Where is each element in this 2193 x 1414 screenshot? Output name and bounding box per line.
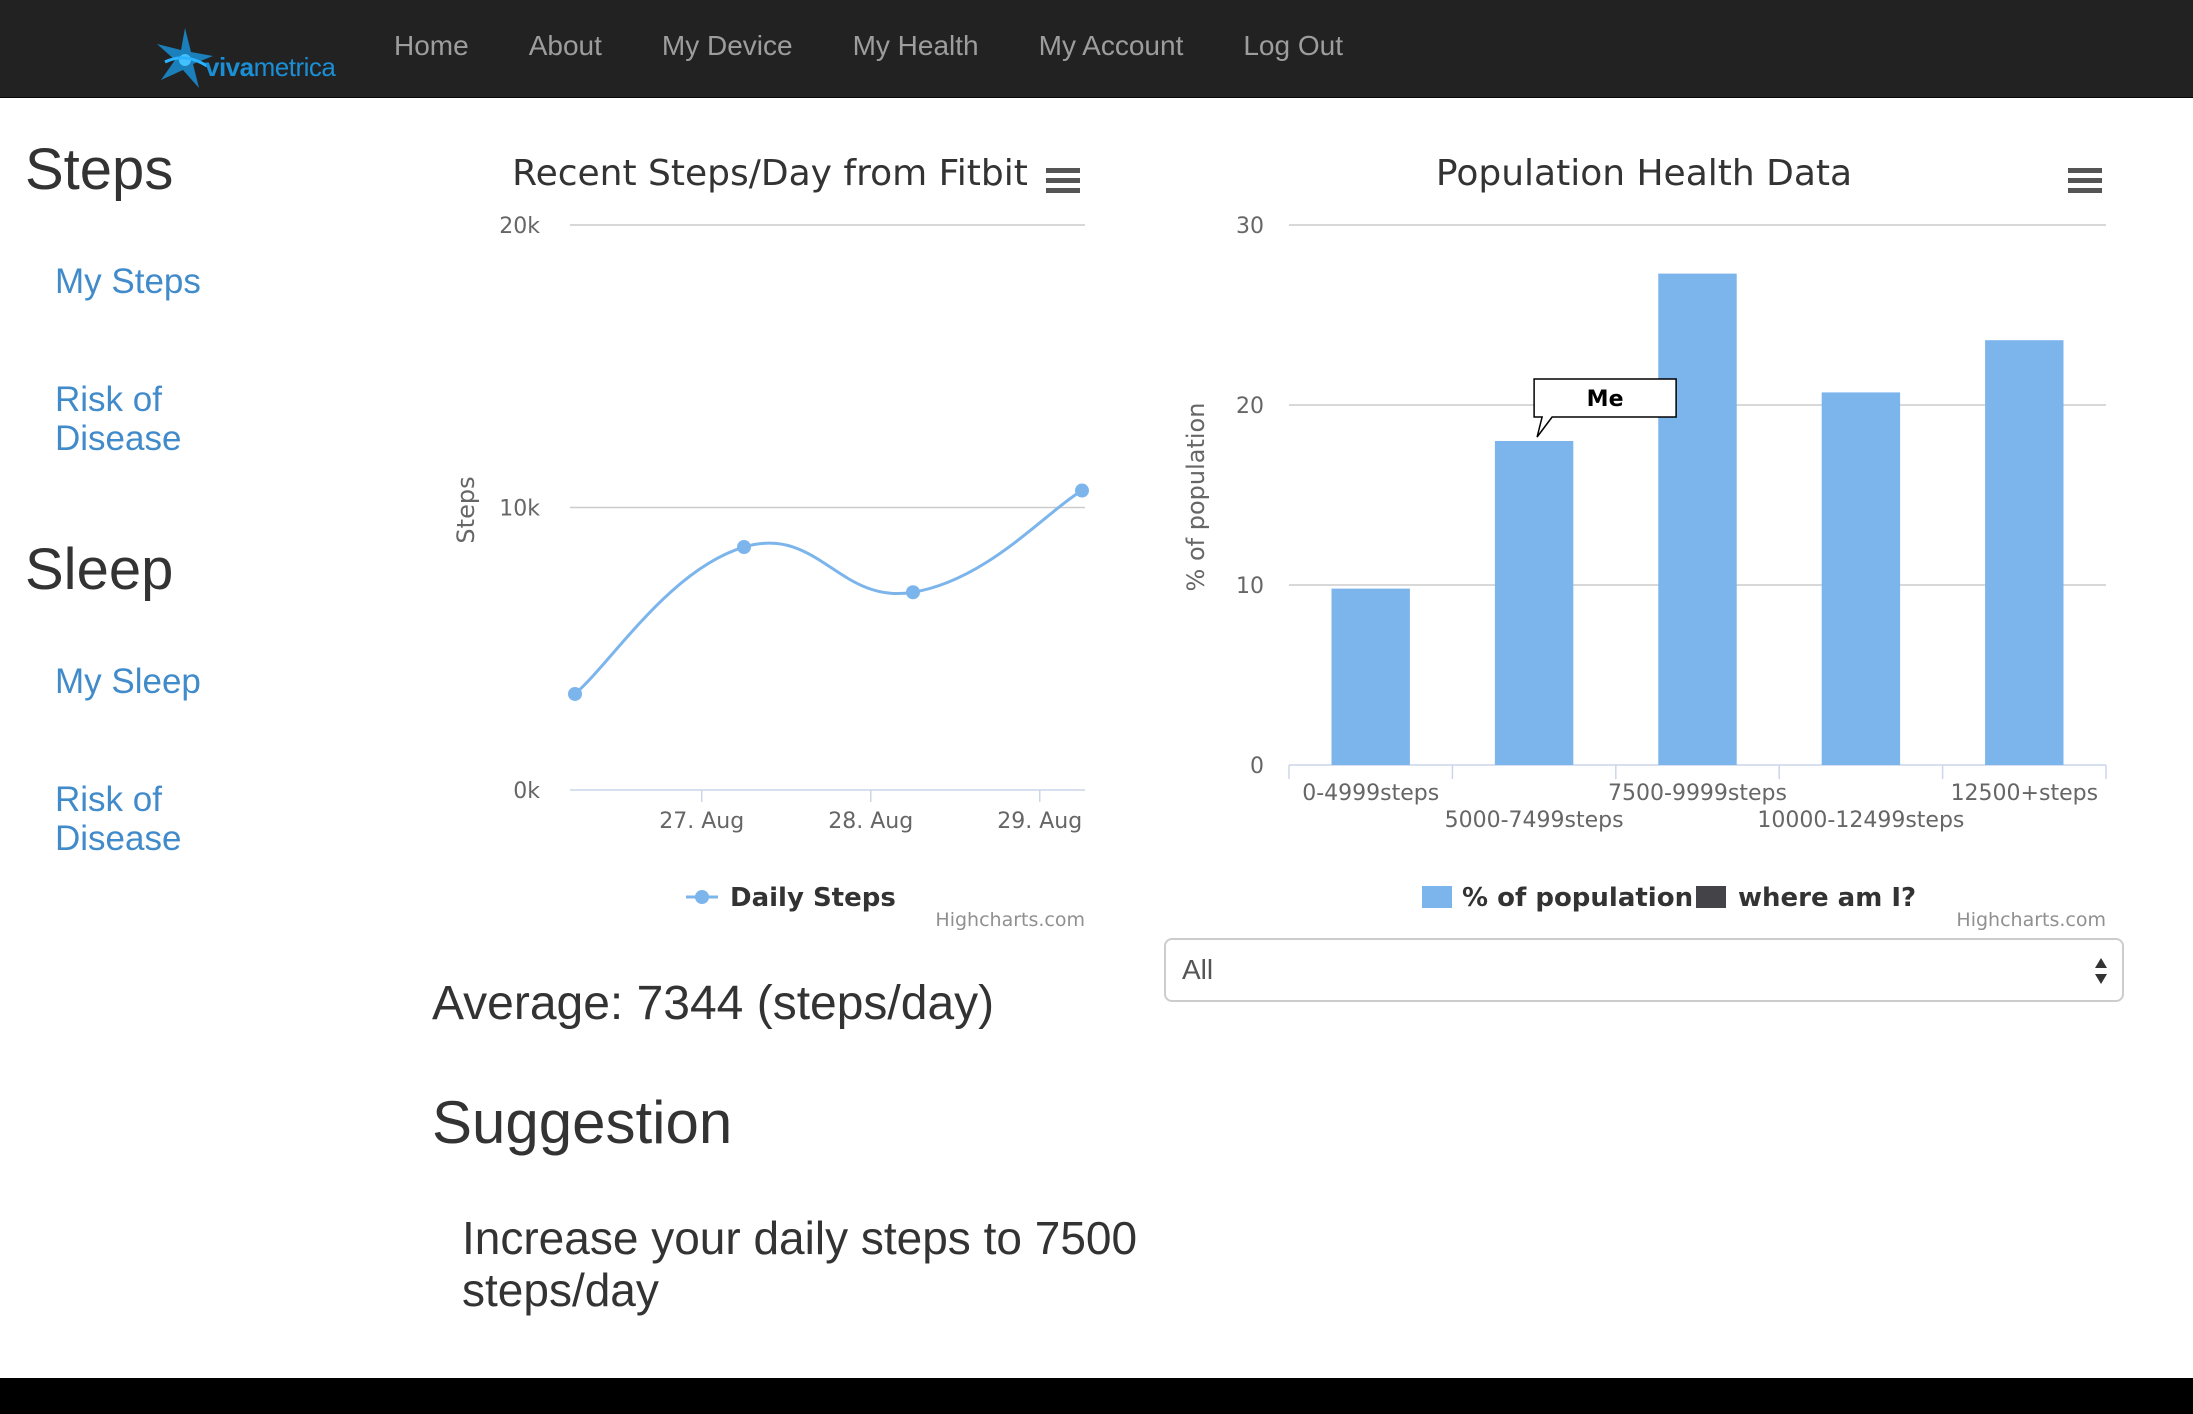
suggestion-text: Increase your daily steps to 7500 steps/… xyxy=(462,1212,1138,1316)
bar-chart-credits[interactable]: Highcharts.com xyxy=(1956,909,2106,931)
population-bar-chart: Population Health Data 0 10 20 30 % of popu… xyxy=(1164,140,2124,940)
bar-chart-x-tick-label: 0-4999steps xyxy=(1302,781,1439,806)
nav-about[interactable]: About xyxy=(528,30,602,61)
line-chart-x-ticks: 27. Aug 28. Aug 29. Aug xyxy=(659,790,1082,834)
line-chart-x-tick-label: 28. Aug xyxy=(828,809,913,834)
bar-chart-x-ticks: 0-4999steps5000-7499steps7500-9999steps1… xyxy=(1288,765,2107,833)
line-chart-point[interactable] xyxy=(568,686,582,701)
line-chart-point[interactable] xyxy=(1075,483,1089,498)
population-filter-select[interactable]: All xyxy=(1164,938,2124,1002)
sidebar-link-sleep-risk-of-disease[interactable]: Risk of Disease xyxy=(55,780,182,858)
me-annotation-box xyxy=(1533,378,1677,438)
nav-my-health[interactable]: My Health xyxy=(852,30,979,61)
nav-log-out[interactable]: Log Out xyxy=(1243,30,1343,61)
legend-where-am-i: where am I? xyxy=(1738,883,1916,913)
steps-heading: Steps xyxy=(25,137,174,202)
line-chart-y-tick-label: 0k xyxy=(513,779,540,804)
line-chart-point[interactable] xyxy=(737,540,751,555)
brand-text-part2: metrica xyxy=(253,52,336,82)
bar-chart-y-ticks: 0 10 20 30 xyxy=(1236,214,1264,779)
bar-chart-bars xyxy=(1331,273,2064,765)
bar-0-4999steps[interactable] xyxy=(1331,588,1410,765)
bar-5000-7499steps[interactable] xyxy=(1494,441,1574,765)
bar-chart-y-tick-label: 10 xyxy=(1236,574,1264,599)
bar-chart-x-tick-label: 10000-12499steps xyxy=(1757,808,1964,833)
line-chart-legend[interactable]: Daily Steps xyxy=(686,883,896,913)
me-annotation: Me xyxy=(1533,378,1677,438)
bar-chart-legend-population[interactable]: % of population xyxy=(1422,883,1693,913)
line-chart-y-tick-label: 10k xyxy=(499,497,540,522)
line-chart-y-axis-label: Steps xyxy=(452,476,480,543)
select-arrows-icon xyxy=(2095,958,2107,984)
bar-chart-legend-where-am-i[interactable]: where am I? xyxy=(1696,883,1916,913)
average-steps-text: Average: 7344 (steps/day) xyxy=(432,977,995,1030)
brand-logo[interactable]: vivametrica xyxy=(155,22,355,94)
line-chart-y-tick-label: 20k xyxy=(499,214,540,239)
bar-12500+steps[interactable] xyxy=(1985,340,2064,765)
line-chart-y-ticks: 0k 10k 20k xyxy=(499,214,540,804)
me-annotation-label: Me xyxy=(1587,387,1624,412)
top-navbar: vivametrica Home About My Device My Heal… xyxy=(0,0,2193,98)
bar-10000-12499steps[interactable] xyxy=(1821,392,1901,765)
brand-text-part1: viva xyxy=(205,52,254,82)
bar-chart-x-tick-label: 12500+steps xyxy=(1951,781,2098,806)
bar-chart-y-tick-label: 0 xyxy=(1250,754,1264,779)
steps-line-chart-svg: Recent Steps/Day from Fitbit 0k 10k 20k St… xyxy=(452,153,1089,931)
line-chart-title: Recent Steps/Day from Fitbit xyxy=(512,153,1028,194)
line-chart-menu-icon[interactable] xyxy=(1046,168,1080,193)
bar-chart-y-tick-label: 20 xyxy=(1236,394,1264,419)
sidebar-link-steps-risk-of-disease[interactable]: Risk of Disease xyxy=(55,380,182,458)
bar-chart-x-tick-label: 7500-9999steps xyxy=(1608,781,1787,806)
bar-chart-y-axis-label: % of population xyxy=(1182,403,1210,592)
sleep-heading: Sleep xyxy=(25,537,174,602)
series-line-daily-steps xyxy=(574,489,1083,696)
line-chart-x-tick-label: 29. Aug xyxy=(997,809,1082,834)
legend-daily-steps: Daily Steps xyxy=(730,883,896,913)
bar-chart-title: Population Health Data xyxy=(1436,153,1852,194)
line-chart-credits[interactable]: Highcharts.com xyxy=(935,909,1085,931)
bar-chart-y-tick-label: 30 xyxy=(1236,214,1264,239)
sidebar-link-my-sleep[interactable]: My Sleep xyxy=(55,662,201,701)
population-filter-selected-value: All xyxy=(1182,954,1214,985)
legend-percent-of-population: % of population xyxy=(1462,883,1693,913)
star-logo-icon xyxy=(157,28,213,88)
nav-home[interactable]: Home xyxy=(394,30,469,61)
line-chart-point[interactable] xyxy=(906,585,920,600)
footer-bar xyxy=(0,1378,2193,1414)
steps-line-chart: Recent Steps/Day from Fitbit 0k 10k 20k St… xyxy=(440,140,1100,940)
population-bar-chart-svg: Population Health Data 0 10 20 30 % of popu… xyxy=(1182,153,2107,931)
nav-my-account[interactable]: My Account xyxy=(1038,30,1184,61)
brand-text: vivametrica xyxy=(205,52,336,83)
sidebar-link-my-steps[interactable]: My Steps xyxy=(55,262,201,301)
bar-chart-menu-icon[interactable] xyxy=(2068,168,2102,193)
bar-chart-x-tick-label: 5000-7499steps xyxy=(1445,808,1624,833)
main-nav: Home About My Device My Health My Accoun… xyxy=(394,0,1403,97)
suggestion-heading: Suggestion xyxy=(432,1089,733,1156)
line-chart-x-tick-label: 27. Aug xyxy=(659,809,744,834)
line-chart-gridlines xyxy=(570,224,1085,791)
bar-7500-9999steps[interactable] xyxy=(1658,273,1737,765)
nav-my-device[interactable]: My Device xyxy=(661,30,793,61)
line-chart-points xyxy=(568,483,1089,701)
